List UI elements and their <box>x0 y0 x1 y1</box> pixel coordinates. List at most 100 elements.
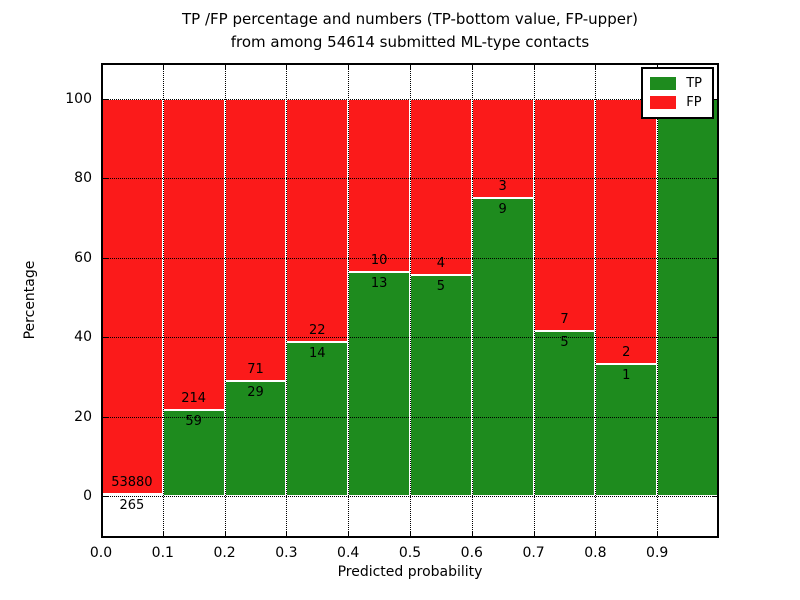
x-axis-label: Predicted probability <box>337 564 483 580</box>
x-gridline <box>595 63 597 538</box>
fp-bar-segment <box>533 98 596 331</box>
fp-bar-segment <box>162 98 225 411</box>
x-gridline <box>471 63 473 538</box>
y-tick-label: 40 <box>74 329 92 346</box>
fp-count-label: 214 <box>181 391 207 407</box>
x-tick-label: 0.7 <box>522 545 545 561</box>
x-tick-mark <box>533 531 535 538</box>
y-tick-mark <box>101 416 108 418</box>
legend: TP FP <box>641 67 714 119</box>
y-tick-mark-right <box>712 496 719 498</box>
fp-count-label: 3 <box>498 179 507 195</box>
x-gridline <box>657 63 659 538</box>
tp-count-label: 14 <box>309 345 326 361</box>
fp-count-label: 71 <box>247 361 264 377</box>
y-tick-label: 0 <box>83 488 92 505</box>
x-tick-label: 0.1 <box>151 545 174 561</box>
y-tick-mark-right <box>712 178 719 180</box>
fp-bar-segment <box>410 98 472 276</box>
x-tick-mark-top <box>101 63 102 70</box>
tp-bar-segment <box>471 198 534 497</box>
y-tick-mark-right <box>712 337 719 339</box>
chart-title-line2: from among 54614 submitted ML-type conta… <box>230 33 590 51</box>
fp-count-label: 22 <box>309 322 326 338</box>
x-gridline <box>286 63 288 538</box>
x-tick-label: 0.2 <box>213 545 236 561</box>
x-tick-label: 0.8 <box>584 545 607 561</box>
legend-row: FP <box>650 93 702 112</box>
x-tick-label: 0.4 <box>337 545 360 561</box>
x-tick-mark <box>101 531 102 538</box>
x-tick-mark <box>348 531 350 538</box>
x-tick-mark <box>410 531 411 538</box>
x-tick-label: 0.0 <box>89 545 113 561</box>
y-tick-label: 80 <box>74 170 92 187</box>
y-tick-label: 100 <box>65 90 92 107</box>
x-tick-mark-top <box>657 63 659 70</box>
fp-count-label: 4 <box>436 256 446 272</box>
x-tick-mark <box>224 531 226 538</box>
x-tick-label: 0.9 <box>646 545 669 561</box>
x-tick-mark-top <box>533 63 535 70</box>
x-tick-mark-top <box>410 63 411 70</box>
x-tick-label: 0.3 <box>275 545 298 561</box>
tp-count-label: 9 <box>498 202 507 218</box>
x-gridline <box>224 63 226 538</box>
x-tick-label: 0.6 <box>460 545 483 561</box>
y-tick-mark-right <box>712 98 719 100</box>
x-tick-mark <box>162 531 164 538</box>
tp-bar-segment <box>286 341 349 497</box>
fp-bar-segment <box>101 98 163 495</box>
y-tick-mark <box>101 98 108 100</box>
x-tick-mark <box>286 531 288 538</box>
fp-bar-segment <box>595 98 658 364</box>
y-tick-mark <box>101 337 108 339</box>
x-tick-mark <box>471 531 473 538</box>
y-tick-mark <box>101 496 108 498</box>
y-tick-mark-right <box>712 416 719 418</box>
x-gridline <box>162 63 164 538</box>
x-tick-label: 0.5 <box>398 545 422 561</box>
fp-bar-segment <box>286 98 349 342</box>
fp-bar-segment <box>224 98 287 381</box>
tp-count-label: 265 <box>119 498 145 514</box>
fp-count-label: 7 <box>560 311 569 327</box>
x-tick-mark-top <box>348 63 350 70</box>
fp-bar-segment <box>471 98 534 199</box>
tp-count-label: 5 <box>436 279 446 295</box>
y-axis-label: Percentage <box>22 260 38 340</box>
y-tick-mark-right <box>712 257 719 259</box>
fp-bar-segment <box>348 98 410 272</box>
chart-title-line1: TP /FP percentage and numbers (TP-bottom… <box>182 10 638 28</box>
x-gridline <box>533 63 535 538</box>
tp-bar-segment <box>533 330 596 497</box>
legend-label: TP <box>686 76 702 91</box>
tp-count-label: 29 <box>247 384 264 400</box>
y-tick-label: 60 <box>74 249 92 266</box>
tp-bar-segment <box>348 271 410 497</box>
x-tick-mark-top <box>224 63 226 70</box>
tp-count-label: 13 <box>370 275 388 291</box>
y-tick-mark <box>101 257 108 259</box>
legend-label: FP <box>686 95 702 110</box>
tp-legend-swatch <box>650 77 677 90</box>
fp-count-label: 10 <box>370 252 388 268</box>
y-tick-label: 20 <box>74 408 92 425</box>
x-tick-mark-top <box>471 63 473 70</box>
tp-bar-segment <box>595 363 658 497</box>
chart-title: TP /FP percentage and numbers (TP-bottom… <box>101 8 719 54</box>
x-gridline <box>348 63 350 538</box>
legend-row: TP <box>650 74 702 93</box>
x-tick-mark-top <box>162 63 164 70</box>
fp-legend-swatch <box>650 96 677 109</box>
x-tick-mark <box>595 531 597 538</box>
x-gridline <box>410 63 411 538</box>
tp-bar-segment <box>657 98 719 497</box>
tp-count-label: 5 <box>560 334 569 350</box>
fp-count-label: 53880 <box>111 475 153 491</box>
tp-count-label: 1 <box>622 367 631 383</box>
y-tick-mark <box>101 178 108 180</box>
x-tick-mark-top <box>286 63 288 70</box>
